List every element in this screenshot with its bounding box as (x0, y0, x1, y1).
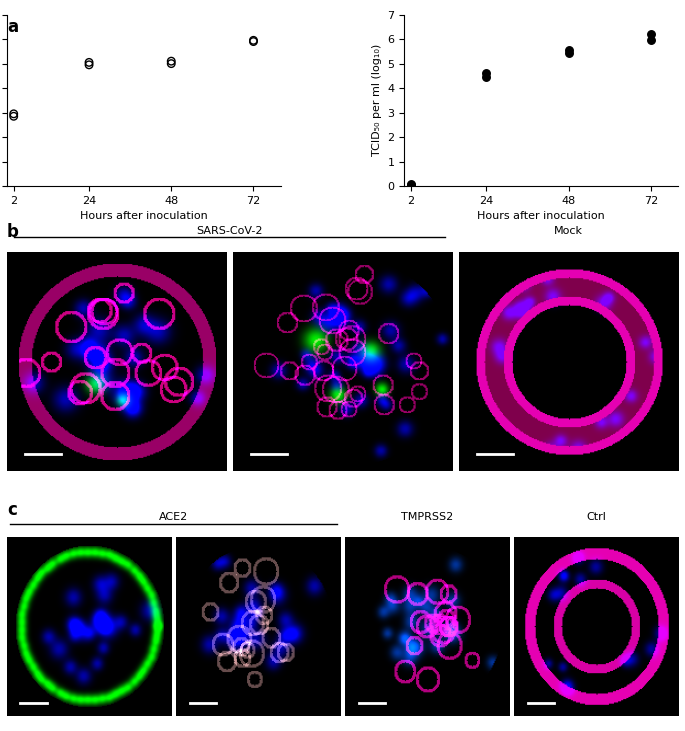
Point (645, 29, 656, 40)
Text: a: a (7, 18, 18, 37)
Point (481, 71, 492, 83)
Point (84, 59, 95, 71)
Point (248, 34, 259, 46)
Point (563, 47, 574, 58)
X-axis label: Hours after inoculation: Hours after inoculation (80, 211, 208, 221)
Point (8, 108, 19, 120)
Text: ACE2: ACE2 (159, 512, 188, 523)
Point (481, 67, 492, 79)
Point (406, 178, 416, 189)
Text: Ctrl: Ctrl (586, 512, 606, 523)
Point (563, 45, 574, 56)
Point (84, 56, 95, 68)
Point (248, 36, 259, 48)
Text: TMPRSS2: TMPRSS2 (401, 512, 453, 523)
Point (8, 110, 19, 122)
Y-axis label: TCID₅₀ per ml (log₁₀): TCID₅₀ per ml (log₁₀) (372, 45, 382, 156)
Point (406, 179, 416, 191)
Text: SARS-CoV-2: SARS-CoV-2 (197, 226, 263, 235)
Point (166, 58, 177, 69)
X-axis label: Hours after inoculation: Hours after inoculation (477, 211, 605, 221)
Point (645, 34, 656, 46)
Point (166, 56, 177, 67)
Text: Mock: Mock (554, 226, 583, 235)
Text: b: b (7, 223, 18, 241)
Text: c: c (7, 501, 16, 518)
